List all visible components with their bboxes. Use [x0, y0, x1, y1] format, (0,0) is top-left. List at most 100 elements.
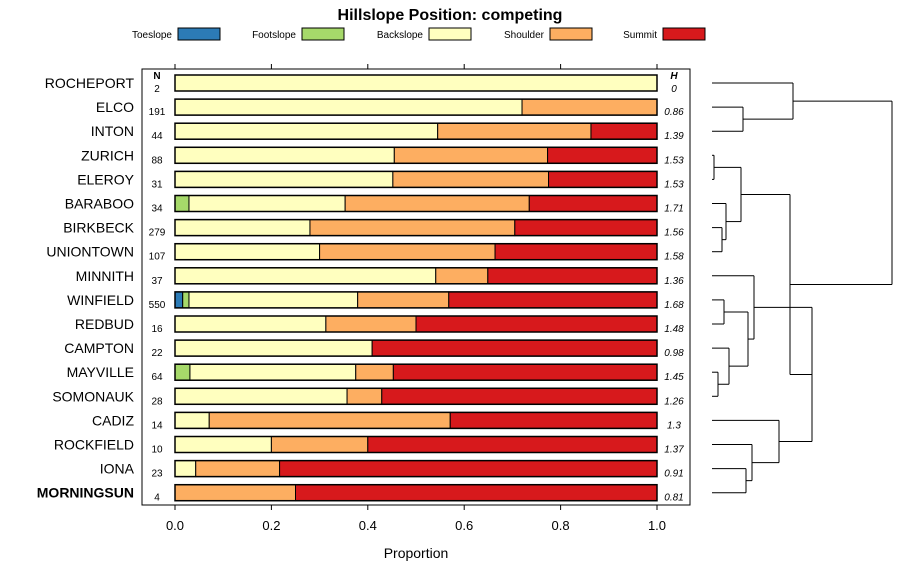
- h-value: 1.71: [664, 204, 683, 215]
- n-count: 88: [151, 155, 163, 166]
- bar-outline: [174, 98, 658, 116]
- bar-segment-summit: [367, 436, 658, 453]
- bar-outline: [174, 74, 658, 92]
- bar-segment-backslope: [174, 411, 210, 429]
- bar-segment-backslope: [174, 74, 658, 92]
- n-count: 22: [151, 348, 163, 359]
- bar-row: ELEROY 31 1.53: [77, 170, 684, 190]
- h-value: 1.45: [664, 372, 684, 383]
- h-value: 0.98: [664, 348, 684, 359]
- bar-segment-backslope: [189, 363, 357, 381]
- bar-segment-shoulder: [393, 146, 549, 164]
- n-count: 2: [154, 84, 160, 95]
- dendrogram: [712, 82, 893, 494]
- bar-segment-backslope: [174, 267, 437, 285]
- bar-segment-backslope: [174, 339, 373, 357]
- bar-segment-summit: [547, 146, 658, 164]
- bar-outline: [174, 459, 658, 478]
- x-tick-label: 0.8: [552, 518, 570, 533]
- bar-outline: [174, 194, 658, 213]
- bar-outline: [174, 242, 658, 261]
- bar-segment-summit: [590, 122, 658, 140]
- x-tick-label: 0.6: [455, 518, 473, 533]
- bar-segment-shoulder: [357, 291, 450, 309]
- bar-segment-shoulder: [346, 387, 383, 405]
- bar-outline: [174, 435, 658, 454]
- n-count: 4: [154, 493, 160, 504]
- bar-segment-backslope: [174, 146, 395, 164]
- x-tick-label: 0.0: [166, 518, 184, 533]
- x-tick-label: 0.2: [262, 518, 280, 533]
- bar-segment-shoulder: [521, 98, 658, 116]
- h-value: 1.53: [664, 179, 684, 190]
- x-axis-title: Proportion: [384, 545, 449, 561]
- bar-row: BARABOO 34 1.71: [65, 194, 684, 215]
- row-label: MAYVILLE: [67, 364, 134, 380]
- bar-outline: [174, 315, 658, 333]
- bar-segment-summit: [548, 170, 658, 188]
- n-count: 44: [151, 131, 163, 142]
- bar-row: MORNINGSUN 4 0.81: [37, 483, 684, 504]
- bar-row: WINFIELD 550 1.68: [67, 291, 684, 311]
- bar-row: UNIONTOWN 107 1.58: [46, 242, 684, 263]
- h-value: 0.91: [664, 469, 683, 480]
- bar-segment-summit: [381, 387, 658, 405]
- h-value: 1.36: [664, 276, 684, 287]
- bar-segment-summit: [448, 291, 658, 309]
- h-value: 1.68: [664, 300, 684, 311]
- bar-segment-shoulder: [435, 267, 489, 285]
- bar-segment-backslope: [174, 315, 327, 333]
- h-value: 0.81: [664, 493, 683, 504]
- row-label: CAMPTON: [64, 340, 134, 356]
- n-count: 34: [151, 204, 163, 215]
- n-count: 31: [151, 179, 163, 190]
- bar-row: ROCHEPORT 2 0: [45, 74, 677, 95]
- plot-area: 0.0 0.2 0.4 0.6 0.8 1.0 N H ROCHEPORT 2 0 ELCO 191 0.…: [37, 64, 691, 533]
- bar-outline: [174, 387, 658, 406]
- bar-segment-summit: [514, 219, 658, 237]
- chart-title: Hillslope Position: competing: [338, 7, 563, 24]
- row-label: ELCO: [96, 99, 134, 115]
- n-count: 550: [149, 300, 166, 311]
- bar-row: BIRKBECK 279 1.56: [63, 218, 684, 239]
- legend-swatch-summit: [662, 27, 706, 41]
- h-value: 0.86: [664, 107, 684, 118]
- row-label: ROCHEPORT: [45, 75, 135, 91]
- bar-segment-summit: [295, 484, 658, 502]
- row-label: BIRKBECK: [63, 220, 134, 236]
- bar-segment-footslope: [174, 195, 190, 212]
- h-value: 1.56: [664, 228, 684, 239]
- bar-segment-shoulder: [208, 411, 451, 429]
- legend-label-shoulder: Shoulder: [504, 30, 545, 41]
- bar-row: SOMONAUK 28 1.26: [52, 387, 684, 407]
- h-value: 1.37: [664, 445, 684, 456]
- bar-segment-summit: [279, 460, 658, 478]
- row-label: ELEROY: [77, 171, 134, 187]
- bar-segment-backslope: [188, 291, 359, 309]
- bar-segment-shoulder: [355, 363, 394, 381]
- bar-segment-summit: [415, 315, 658, 333]
- bar-row: ZURICH 88 1.53: [81, 146, 684, 166]
- bar-segment-backslope: [174, 219, 311, 237]
- n-header: N: [153, 71, 160, 82]
- h-value: 1.48: [664, 324, 684, 335]
- bar-outline: [174, 218, 658, 237]
- bar-segment-summit: [371, 339, 658, 357]
- n-count: 23: [151, 469, 163, 480]
- n-count: 107: [149, 252, 166, 263]
- n-count: 191: [149, 107, 166, 118]
- plot-frame: [141, 68, 691, 506]
- bar-row: MAYVILLE 64 1.45: [67, 363, 684, 383]
- legend-label-summit: Summit: [623, 30, 657, 41]
- bar-outline: [174, 122, 658, 140]
- h-value: 1.39: [664, 131, 684, 142]
- bar-segment-shoulder: [270, 436, 369, 453]
- bar-segment-toeslope: [174, 291, 184, 309]
- bar-outline: [174, 411, 658, 430]
- bar-row: ROCKFIELD 10 1.37: [54, 435, 684, 456]
- row-label: MINNITH: [76, 268, 134, 284]
- h-value: 0: [671, 84, 677, 95]
- bar-row: INTON 44 1.39: [91, 122, 684, 142]
- x-tick-label: 0.4: [359, 518, 377, 533]
- row-label: UNIONTOWN: [46, 244, 134, 260]
